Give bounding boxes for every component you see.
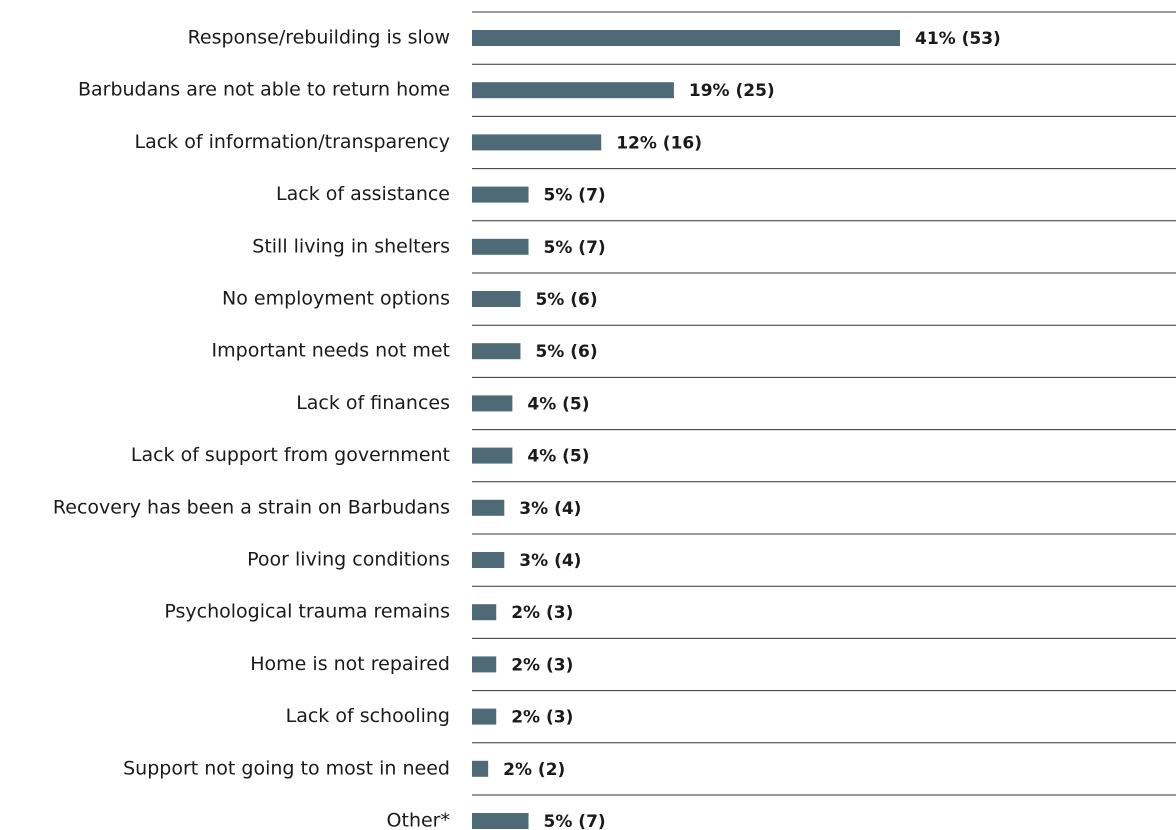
bar bbox=[472, 343, 521, 360]
value-label: 3% (4) bbox=[519, 551, 581, 571]
category-label: Barbudans are not able to return home bbox=[78, 79, 450, 101]
bar bbox=[472, 291, 521, 307]
bar bbox=[472, 656, 497, 673]
value-label: 2% (3) bbox=[511, 655, 573, 675]
bar bbox=[472, 760, 489, 777]
value-label: 3% (4) bbox=[519, 499, 581, 519]
value-label: 19% (25) bbox=[689, 81, 775, 101]
category-label: Lack of finances bbox=[296, 392, 450, 414]
bar bbox=[472, 134, 602, 151]
bar bbox=[472, 604, 497, 621]
category-label: Psychological trauma remains bbox=[164, 601, 450, 623]
bar bbox=[472, 82, 674, 99]
category-label: Home is not repaired bbox=[250, 653, 450, 675]
category-label: Lack of information/transparency bbox=[135, 131, 451, 153]
category-label: Still living in shelters bbox=[252, 235, 450, 257]
category-label: Recovery has been a strain on Barbudans bbox=[53, 496, 450, 518]
value-label: 5% (7) bbox=[544, 238, 606, 258]
bar bbox=[472, 238, 529, 255]
value-label: 2% (3) bbox=[511, 603, 573, 623]
value-label: 41% (53) bbox=[915, 29, 1001, 49]
bar bbox=[472, 186, 529, 203]
bar bbox=[472, 447, 513, 464]
value-label: 5% (6) bbox=[535, 290, 597, 310]
value-label: 4% (5) bbox=[527, 394, 589, 414]
value-label: 2% (3) bbox=[511, 708, 573, 728]
bar bbox=[472, 552, 505, 568]
category-label: Important needs not met bbox=[212, 340, 450, 362]
category-label: Poor living conditions bbox=[247, 549, 450, 571]
bar bbox=[472, 499, 505, 516]
category-label: Lack of assistance bbox=[276, 183, 450, 205]
value-label: 4% (5) bbox=[527, 447, 589, 467]
category-label: Support not going to most in need bbox=[123, 757, 450, 779]
bar bbox=[472, 30, 900, 46]
category-label: Response/rebuilding is slow bbox=[188, 27, 450, 49]
value-label: 12% (16) bbox=[616, 133, 702, 153]
bar bbox=[472, 813, 529, 829]
value-label: 5% (7) bbox=[544, 812, 606, 830]
bar bbox=[472, 395, 513, 412]
value-label: 2% (2) bbox=[503, 760, 565, 780]
category-label: Lack of support from government bbox=[131, 444, 450, 466]
value-label: 5% (7) bbox=[544, 186, 606, 206]
value-label: 5% (6) bbox=[535, 342, 597, 362]
category-label: No employment options bbox=[222, 288, 450, 310]
category-label: Other* bbox=[387, 810, 450, 830]
bar bbox=[472, 708, 497, 725]
category-label: Lack of schooling bbox=[286, 705, 450, 727]
